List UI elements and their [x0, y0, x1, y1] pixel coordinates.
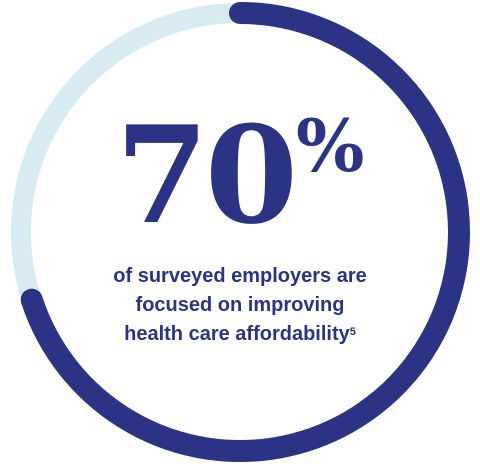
- caption-line: health care affordability5: [60, 320, 420, 349]
- caption-line: of surveyed employers are: [113, 265, 367, 287]
- stat-value: 70: [115, 96, 298, 254]
- footnote-marker: 5: [349, 326, 356, 338]
- caption-line: focused on improving: [135, 294, 345, 316]
- ring-value-arc: [20, 2, 470, 462]
- stat-unit: %: [296, 103, 365, 188]
- big-stat: 70%: [0, 108, 480, 242]
- stat-caption: of surveyed employers are focused on imp…: [60, 262, 420, 349]
- caption-text: health care affordability: [124, 323, 350, 345]
- ring-track: [11, 3, 241, 303]
